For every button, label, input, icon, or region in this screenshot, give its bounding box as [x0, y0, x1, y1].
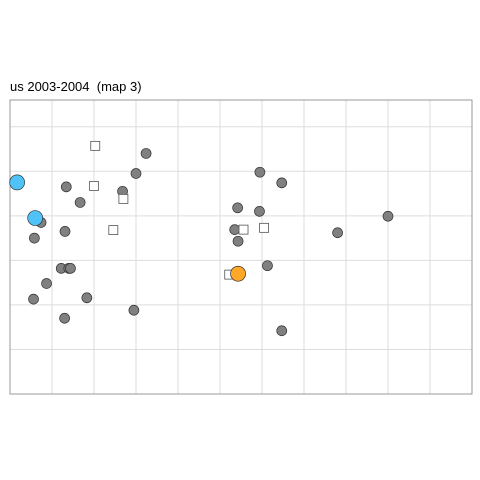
square-marker — [108, 225, 119, 235]
gray-circle-marker — [28, 293, 39, 305]
gray-circle-marker — [276, 325, 288, 337]
square-marker — [238, 224, 249, 235]
gray-circle-marker — [74, 197, 86, 208]
square-marker — [118, 193, 129, 204]
blue-circle-marker — [9, 174, 25, 191]
grid-lines — [10, 100, 472, 394]
gray-circle-marker — [382, 210, 394, 222]
gray-circle-marker — [232, 202, 243, 214]
gray-circle-marker — [332, 227, 343, 239]
gray-circle-marker — [229, 224, 241, 235]
gray-circle-marker — [59, 226, 71, 237]
gray-circle-marker — [128, 304, 140, 316]
gray-circle-marker — [29, 232, 40, 244]
plot-frame — [9, 99, 473, 395]
gray-circle-marker — [254, 166, 266, 178]
gray-circle-marker — [81, 292, 93, 304]
gray-circle-marker — [262, 260, 273, 272]
gray-circle-marker — [41, 278, 52, 289]
gray-circle-marker — [59, 312, 70, 324]
plot-background — [10, 100, 472, 394]
square-marker — [89, 181, 99, 191]
gray-circle-marker — [60, 181, 72, 193]
gray-circle-marker — [140, 148, 152, 159]
gray-circle-marker — [276, 177, 288, 189]
gray-circle-marker — [254, 206, 265, 217]
data-points — [9, 140, 394, 337]
square-marker — [90, 140, 101, 151]
chart-title: us 2003-2004 (map 3) — [10, 79, 142, 94]
square-marker — [259, 222, 270, 233]
orange-circle-marker — [230, 265, 246, 282]
blue-circle-marker — [27, 210, 44, 226]
gray-circle-marker — [130, 168, 142, 179]
gray-circle-marker — [65, 263, 76, 274]
gray-circle-marker — [232, 235, 244, 247]
